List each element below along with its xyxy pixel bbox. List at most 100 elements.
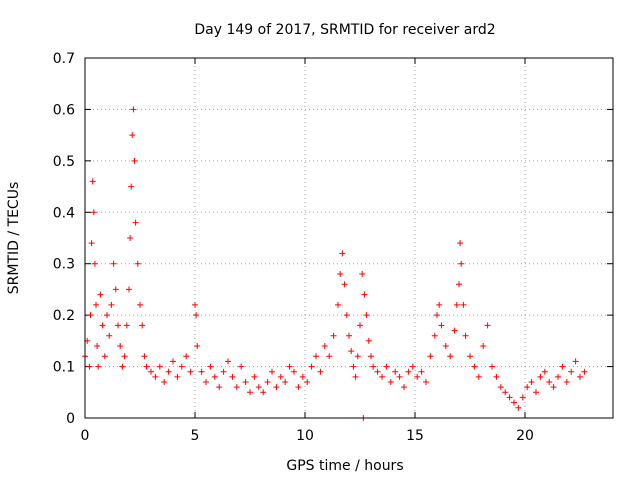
data-point [295,384,302,391]
data-point [121,353,128,360]
data-point [321,343,328,349]
data-point [396,373,403,380]
data-point [273,384,280,391]
data-point [368,353,374,360]
data-point [515,404,522,411]
y-tick-label: 0.7 [53,51,75,67]
data-point [533,389,539,396]
data-point [387,379,394,385]
data-point [299,373,306,380]
data-point [152,373,159,380]
data-point [363,312,370,319]
data-point [383,363,390,370]
data-point [493,373,500,380]
data-point [101,353,108,360]
data-point [524,384,531,391]
data-point [326,353,333,360]
y-tick-label: 0.5 [53,154,75,170]
data-point [317,368,324,375]
data-point [91,260,98,267]
data-point [247,389,253,396]
data-point [117,343,124,349]
data-point [434,312,440,319]
y-axis-label: SRMTID / TECUs [6,182,22,295]
data-point [264,379,271,385]
data-point [348,348,355,355]
data-point [123,322,130,329]
data-point [207,363,214,370]
data-point [94,343,101,349]
data-point [357,322,363,329]
data-point [187,368,194,375]
data-point [143,363,150,370]
data-point [86,363,93,370]
data-point [277,373,284,380]
x-tick-label: 5 [191,428,200,444]
data-point [89,178,96,185]
y-tick-label: 0.2 [53,308,75,324]
data-point [291,368,297,375]
data-point [139,322,146,329]
data-point [471,363,478,370]
x-tick-label: 0 [81,428,90,444]
data-point [427,353,434,360]
data-point [174,373,181,380]
data-point [458,260,465,267]
data-point [170,358,176,365]
data-point [341,281,348,288]
data-point [436,301,443,308]
data-point [370,363,377,370]
data-point [148,368,154,375]
data-point [401,384,407,391]
data-point [93,301,99,308]
data-point [282,379,289,385]
data-point [346,332,352,339]
data-point [511,399,517,406]
data-point [563,379,570,385]
data-point [131,157,138,164]
grid-layer [85,58,613,418]
data-point [456,281,462,288]
data-point [555,373,561,380]
data-point [128,183,135,190]
data-point [550,384,557,391]
y-tick-label: 0.3 [53,257,75,273]
data-point [451,327,458,334]
data-point [141,353,148,360]
ticks-layer: 0 5 10 15 20 0 0.1 0.2 0.3 0.4 0.5 0.6 0.7 [53,51,613,444]
data-point [110,260,117,267]
data-point [568,368,575,375]
data-point [304,379,311,385]
data-point [104,312,110,319]
data-point [99,322,106,329]
data-point [106,332,113,339]
data-point [546,379,553,385]
data-point [379,373,385,380]
data-point [577,373,583,380]
data-point [418,368,425,375]
data-point [442,343,449,349]
data-point [126,286,132,293]
data-point [497,384,504,391]
data-point [352,373,359,380]
data-point [220,368,227,375]
data-point [129,132,136,139]
data-point [211,373,218,380]
data-point [260,389,267,396]
x-axis-label: GPS time / hours [286,458,403,474]
data-point [339,250,346,257]
data-point [453,301,460,308]
data-point [519,394,526,401]
data-point [156,363,163,370]
data-point [225,358,231,365]
data-point [537,373,544,380]
data-point [559,363,566,370]
data-point [354,353,361,360]
data-point [216,384,223,391]
data-point [405,368,412,375]
data-point [130,106,137,113]
data-point [581,368,588,375]
data-point [541,368,548,375]
data-point [313,353,319,360]
